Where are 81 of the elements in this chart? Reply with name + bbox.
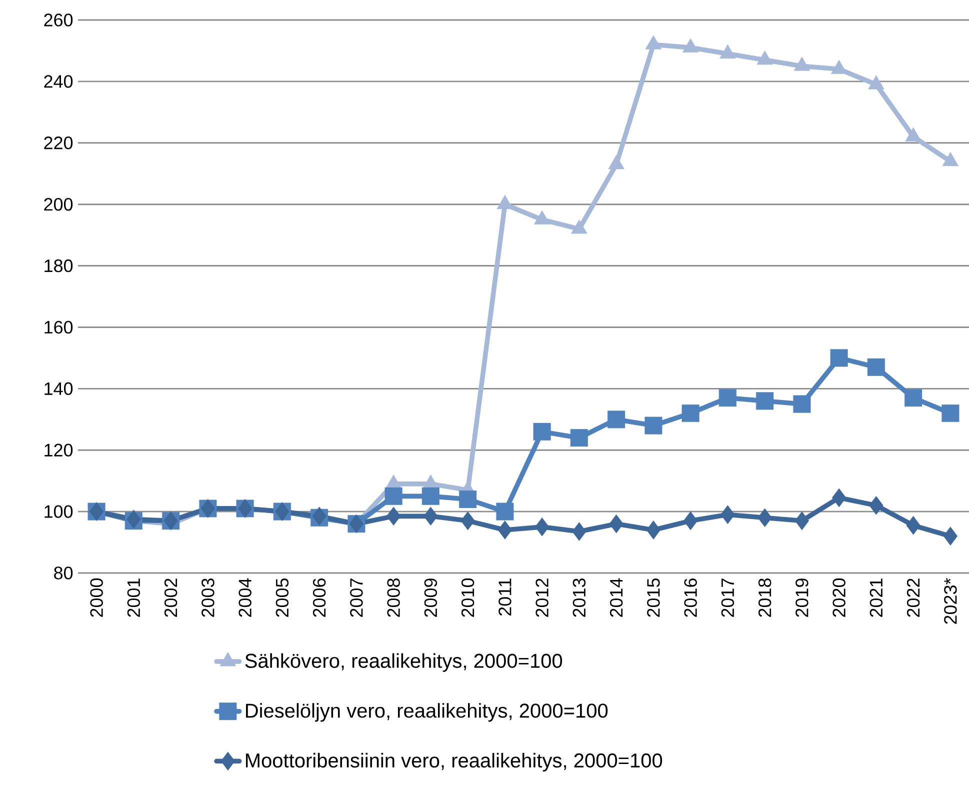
y-tick-label: 180 — [44, 259, 73, 272]
y-tick-label: 160 — [44, 320, 73, 334]
x-tick-label: 2003 — [202, 578, 214, 617]
point — [904, 389, 922, 407]
point — [720, 505, 735, 524]
point — [794, 511, 810, 530]
x-tick-label: 2015 — [647, 578, 660, 617]
point — [459, 490, 477, 508]
point — [942, 152, 959, 166]
point — [756, 392, 774, 410]
y-tick-label: 80 — [54, 566, 73, 580]
x-tick-label: 2016 — [684, 578, 697, 617]
x-tick-label: 2013 — [572, 578, 586, 617]
point — [682, 38, 699, 52]
point — [422, 487, 440, 505]
point — [386, 506, 401, 526]
point — [830, 349, 848, 367]
legend-label: Sähkövero, reaalikehitys, 2000=100 — [245, 653, 562, 672]
x-tick-label: 2007 — [350, 578, 363, 617]
x-tick-label: 2022 — [906, 578, 920, 617]
point — [682, 404, 700, 422]
x-tick-label: 2019 — [796, 578, 808, 617]
x-tick-label: 2020 — [832, 578, 846, 617]
y-tick-label: 220 — [44, 136, 73, 150]
x-tick-label: 2001 — [127, 578, 140, 617]
point — [646, 520, 661, 540]
x-tick-label: 2021 — [870, 578, 883, 617]
point — [794, 56, 810, 71]
point — [572, 522, 586, 541]
point — [570, 429, 588, 447]
point — [384, 487, 402, 505]
y-tick-label: 100 — [44, 505, 73, 518]
point — [424, 506, 438, 526]
legend-label: Dieselöljyn vero, reaalikehitys, 2000=100 — [246, 703, 608, 722]
x-tick-label: 2005 — [276, 578, 289, 617]
x-tick-label: 2009 — [424, 578, 438, 617]
point — [867, 358, 885, 376]
point — [571, 220, 588, 234]
point — [793, 395, 811, 413]
x-tick-label: 2004 — [238, 578, 252, 617]
point — [943, 526, 958, 546]
point — [718, 389, 736, 407]
y-tick-label: 260 — [44, 14, 73, 26]
x-tick-label: 2023* — [944, 578, 957, 624]
point — [644, 416, 662, 434]
point — [683, 511, 698, 530]
point — [720, 44, 736, 59]
x-tick-label: 2000 — [90, 578, 103, 617]
point — [534, 210, 550, 224]
point — [608, 154, 624, 170]
x-tick-label: 2002 — [164, 578, 178, 617]
y-tick-label: 140 — [44, 382, 73, 396]
x-tick-label: 2017 — [721, 578, 734, 617]
point — [496, 502, 514, 520]
x-tick-label: 2008 — [387, 578, 400, 617]
point — [869, 496, 884, 515]
point — [868, 75, 884, 90]
point — [533, 422, 551, 440]
point — [498, 520, 512, 540]
y-tick-label: 240 — [44, 75, 73, 88]
point — [608, 410, 626, 428]
x-tick-label: 2012 — [536, 578, 548, 617]
point — [758, 508, 772, 528]
point — [126, 510, 141, 529]
point — [756, 50, 773, 65]
x-tick-label: 2010 — [461, 578, 474, 617]
point — [460, 511, 475, 530]
x-tick-label: 2006 — [312, 578, 326, 617]
x-tick-label: 2014 — [610, 578, 623, 617]
legend-label: Moottoribensiinin vero, reaalikehitys, 2000=100 — [246, 752, 662, 772]
y-tick-label: 120 — [44, 444, 73, 456]
point — [832, 488, 846, 508]
x-tick-label: 2011 — [498, 578, 512, 616]
y-tick-label: 200 — [44, 198, 73, 211]
point — [905, 127, 922, 142]
point — [645, 35, 662, 50]
point — [609, 514, 624, 534]
x-tick-label: 2018 — [758, 578, 772, 617]
point — [942, 404, 960, 422]
point — [906, 516, 920, 535]
point — [534, 518, 550, 536]
